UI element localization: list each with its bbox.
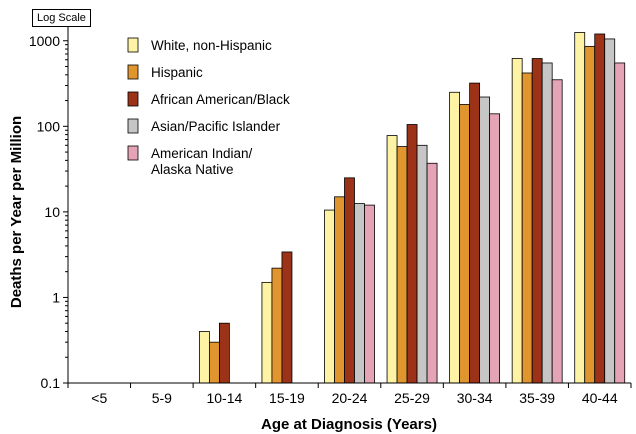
x-tick-label: 40-44 (582, 390, 618, 406)
bar (604, 38, 616, 384)
x-tick-label: <5 (91, 390, 107, 406)
bar (261, 281, 273, 384)
legend-label: White, non-Hispanic (151, 38, 272, 53)
bar (416, 144, 428, 384)
bar (334, 196, 345, 384)
bar (574, 32, 586, 384)
bar (324, 209, 335, 384)
legend: White, non-Hispanic Hispanic African Ameri… (127, 37, 290, 177)
x-tick-label: 20-24 (332, 390, 368, 406)
y-axis-label: Deaths per Year per Million (8, 116, 25, 308)
bar (541, 62, 553, 384)
y-tick-label: 1000 (29, 33, 60, 49)
bar (469, 82, 481, 384)
bar (531, 58, 543, 384)
bar (449, 91, 461, 384)
bar (271, 267, 283, 384)
bar (489, 113, 501, 384)
y-tick-label: 1 (52, 289, 60, 305)
bar (406, 124, 418, 384)
bar (459, 104, 471, 384)
bar (551, 79, 563, 384)
legend-label: Asian/Pacific Islander (151, 119, 281, 134)
y-tick-label: 10 (44, 204, 60, 220)
legend-label: Hispanic (151, 65, 203, 80)
y-ticks: 0.1 1 10 100 1000 (29, 14, 68, 391)
x-tick-label: 30-34 (457, 390, 493, 406)
legend-swatch (127, 37, 139, 53)
x-ticks: <5 5-9 10-14 15-19 20-24 25-29 30-34 35-39 40-44 (67, 383, 632, 406)
legend-swatch (127, 118, 139, 134)
legend-label: African American/Black (151, 92, 290, 107)
bar (396, 146, 408, 384)
bar (594, 33, 606, 384)
bar (426, 162, 438, 384)
legend-swatch (127, 145, 139, 161)
y-tick-label: 0.1 (41, 375, 61, 391)
legend-swatch (127, 91, 139, 107)
bar (208, 341, 220, 384)
x-axis-label: Age at Diagnosis (Years) (261, 416, 437, 433)
legend-swatch (127, 64, 139, 80)
x-tick-label: 15-19 (269, 390, 305, 406)
bar (218, 322, 230, 384)
bar (386, 135, 398, 384)
bar (354, 203, 365, 384)
log-scale-badge: Log Scale (32, 9, 91, 27)
bar (614, 62, 626, 384)
legend-label: American Indian/ (151, 146, 253, 161)
bar (584, 45, 596, 384)
bar (364, 204, 375, 384)
y-tick-label: 100 (37, 118, 61, 134)
x-tick-label: 5-9 (152, 390, 172, 406)
x-tick-label: 35-39 (519, 390, 555, 406)
bar (521, 72, 533, 384)
bar (198, 331, 210, 384)
bar (511, 58, 523, 384)
bar (344, 177, 355, 384)
x-tick-label: 10-14 (206, 390, 242, 406)
bars-layer (198, 32, 626, 384)
legend-label: Alaska Native (151, 162, 234, 177)
x-tick-label: 25-29 (394, 390, 430, 406)
bar (479, 96, 491, 384)
bar (281, 251, 293, 384)
